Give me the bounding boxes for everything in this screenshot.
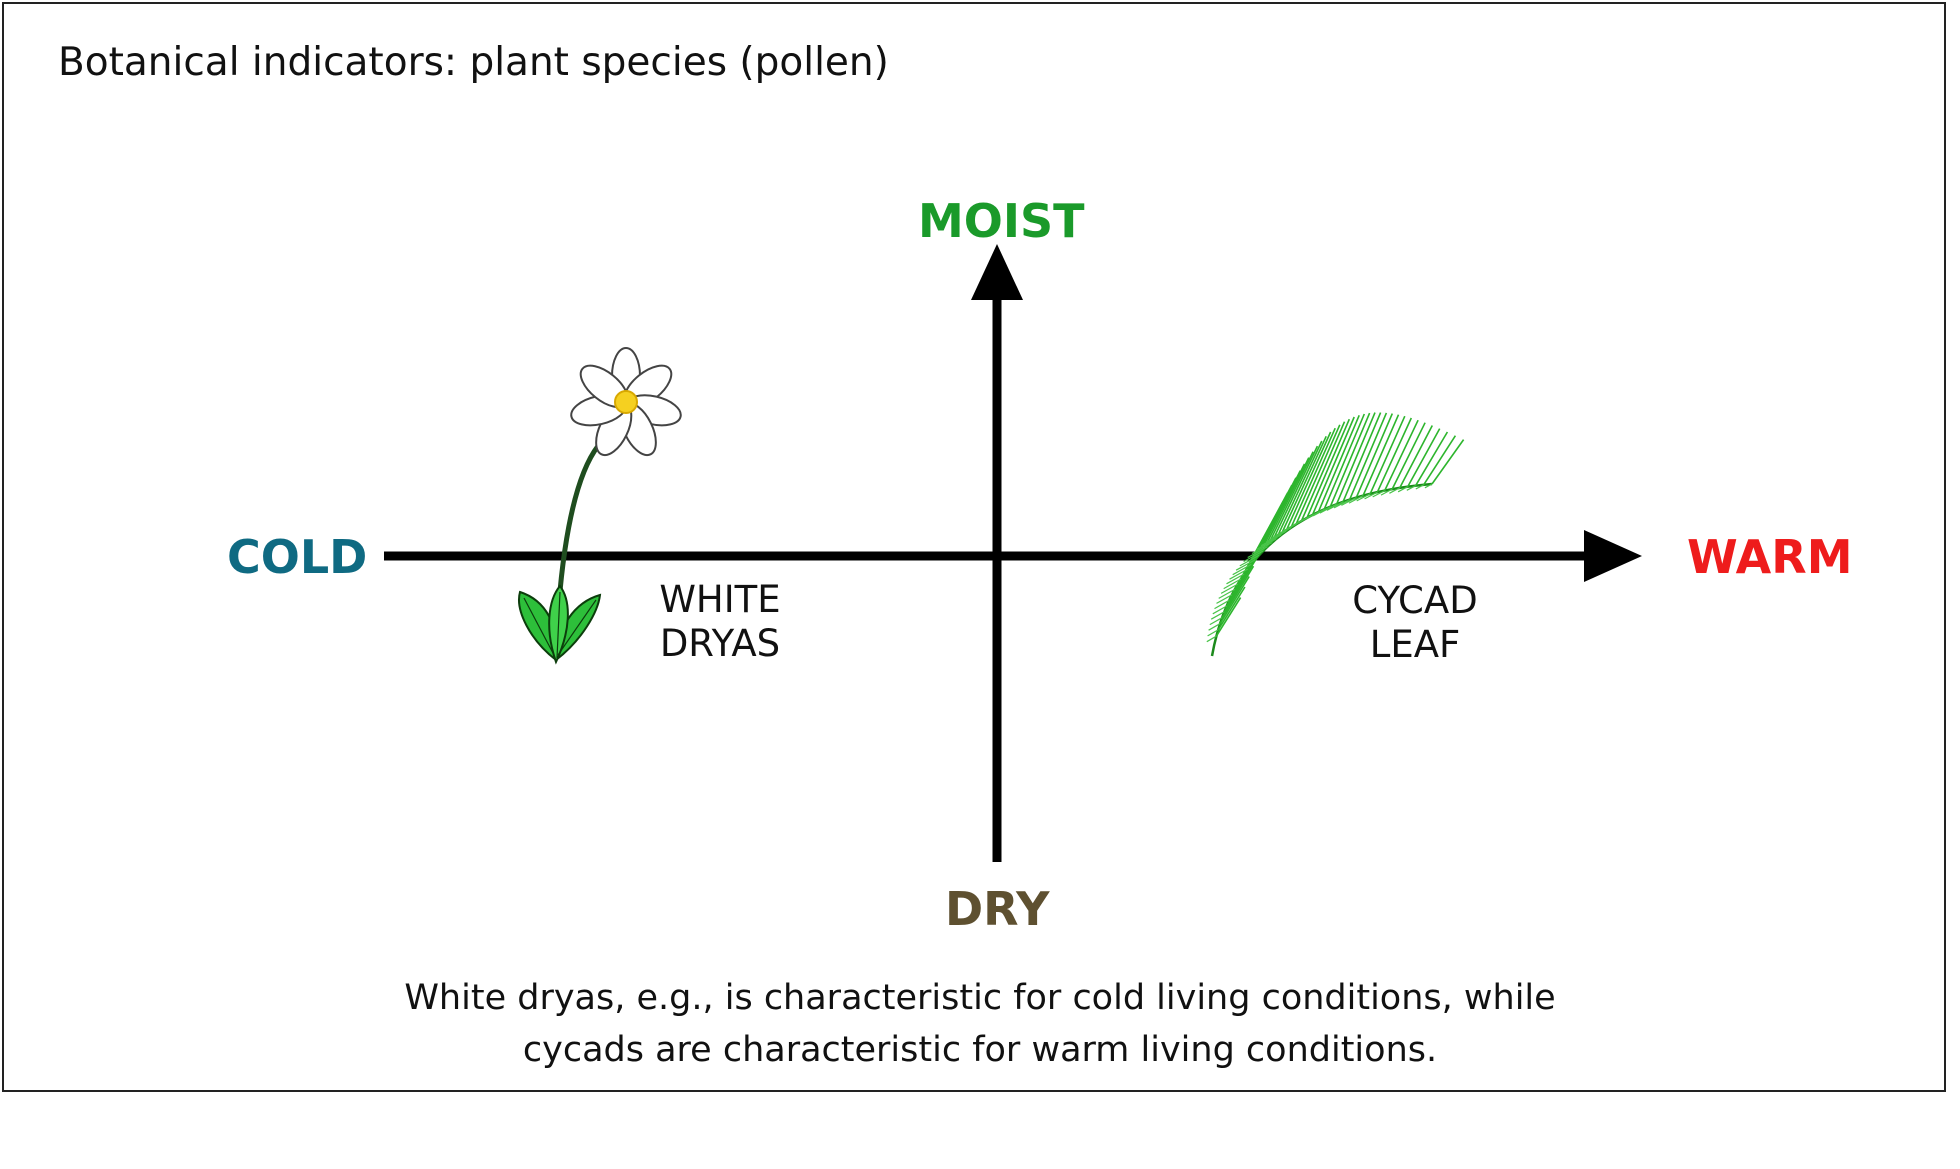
cycad-leaflet	[1317, 414, 1360, 513]
cycad-leaflet	[1423, 435, 1457, 486]
cycad-leaflet	[1247, 546, 1268, 559]
cycad-leaflet	[1406, 428, 1441, 488]
cold-label: COLD	[227, 530, 368, 584]
cycad-leaf-icon	[1206, 412, 1465, 657]
cycad-leaflet	[1219, 576, 1250, 625]
cycad-leaflet	[1397, 486, 1408, 493]
cycad-leaflet	[1389, 487, 1401, 494]
cycad-leaflet	[1355, 413, 1394, 498]
cycad-leaflet	[1208, 623, 1221, 631]
cycad-leaflet	[1326, 501, 1344, 511]
caption-line1: White dryas, e.g., is characteristic for…	[404, 978, 1556, 1018]
cycad-leaflet	[1266, 451, 1314, 548]
cycad-leaflet	[1256, 538, 1277, 551]
white-dryas-label: WHITE DRYAS	[640, 578, 800, 666]
white-dryas-flower-icon	[518, 347, 682, 665]
cycad-leaflet	[1206, 635, 1217, 643]
cycad-leaflet	[1212, 605, 1227, 615]
cycad-leaflet	[1369, 415, 1406, 495]
cycad-leaflet	[1362, 414, 1400, 496]
cycad-leaflet	[1323, 413, 1366, 510]
cycad-leaflet	[1319, 503, 1337, 514]
cycad-leaflet	[1364, 491, 1378, 500]
moist-label: MOIST	[918, 194, 1085, 248]
cycad-leaflet	[1243, 550, 1264, 563]
diagram-frame	[2, 2, 1946, 1092]
cycad-leaf-label: CYCAD LEAF	[1330, 579, 1500, 667]
cycad-leaflet	[1220, 583, 1239, 594]
cycad-leaflet	[1218, 588, 1236, 599]
cycad-leaflet	[1311, 416, 1355, 516]
cycad-leaflet	[1380, 488, 1393, 496]
cycad-leaflet	[1391, 422, 1426, 490]
cycad-leaflet	[1376, 417, 1413, 493]
cycad-leaflet	[1329, 412, 1371, 508]
cycad-leaflet	[1223, 555, 1259, 613]
cycad-leaf-label-line1: CYCAD	[1352, 579, 1478, 622]
cycad-leaf-label-line2: LEAF	[1369, 623, 1461, 666]
temperature-axis	[384, 530, 1642, 582]
cycad-leaflet	[1239, 554, 1260, 567]
cycad-leaflet	[1348, 412, 1388, 501]
cycad-leaflet	[1214, 599, 1230, 610]
cycad-leaflet	[1335, 412, 1376, 505]
cycad-leaflet	[1207, 629, 1219, 637]
cycad-leaflet	[1348, 495, 1364, 504]
cycad-leaflet	[1342, 412, 1382, 503]
cycad-leaflet	[1312, 506, 1331, 517]
moisture-axis	[971, 244, 1023, 862]
caption: White dryas, e.g., is characteristic for…	[380, 972, 1580, 1076]
cycad-leaflet	[1414, 431, 1449, 487]
cycad-leaflet	[1229, 568, 1248, 580]
cycad-leaflet	[1415, 484, 1424, 490]
cycad-leaflet	[1260, 534, 1282, 547]
cycad-leaflet	[1232, 563, 1252, 576]
warm-label: WARM	[1687, 530, 1853, 584]
cycad-leaflet	[1216, 594, 1233, 604]
cycad-leaflet	[1333, 499, 1350, 509]
dry-label: DRY	[945, 882, 1050, 936]
cycad-leaflet	[1221, 565, 1255, 619]
cycad-leaflet	[1372, 490, 1385, 498]
cycad-leaflet	[1223, 578, 1242, 590]
caption-line2: cycads are characteristic for warm livin…	[522, 1030, 1438, 1070]
cycad-leaflet	[1341, 497, 1357, 506]
white-dryas-label-line2: DRYAS	[659, 622, 781, 665]
cycad-leaflet	[1209, 617, 1223, 626]
cycad-leaflet	[1226, 573, 1245, 585]
cycad-leaflet	[1217, 586, 1246, 631]
cycad-leaflet	[1265, 530, 1287, 543]
cycad-leaflet	[1300, 421, 1346, 522]
cycad-leaflet	[1295, 424, 1341, 525]
cycad-leaflet	[1280, 435, 1327, 536]
cycad-leaflet	[1290, 427, 1336, 529]
cycad-leaflet	[1210, 611, 1225, 620]
cycad-leaflet	[1262, 457, 1310, 552]
cycad-leaflet	[1399, 425, 1434, 489]
cycad-leaflet	[1285, 431, 1332, 532]
cycad-leaflet	[1235, 559, 1256, 571]
cycad-leaflet	[1306, 418, 1351, 519]
cycad-leaflet	[1251, 542, 1272, 555]
diagram-title: Botanical indicators: plant species (pol…	[58, 40, 889, 85]
cycad-leaflet	[1258, 463, 1306, 556]
white-dryas-label-line1: WHITE	[659, 578, 781, 621]
cycad-leaflet	[1383, 419, 1419, 491]
cycad-leaflet	[1424, 483, 1433, 489]
cycad-leaflet	[1215, 597, 1242, 637]
cycad-leaflet	[1406, 485, 1416, 491]
cycad-leaflet	[1431, 439, 1465, 485]
cycad-leaflet	[1275, 440, 1323, 540]
cycad-leaflet	[1270, 445, 1319, 544]
cycad-leaflet	[1356, 493, 1371, 502]
